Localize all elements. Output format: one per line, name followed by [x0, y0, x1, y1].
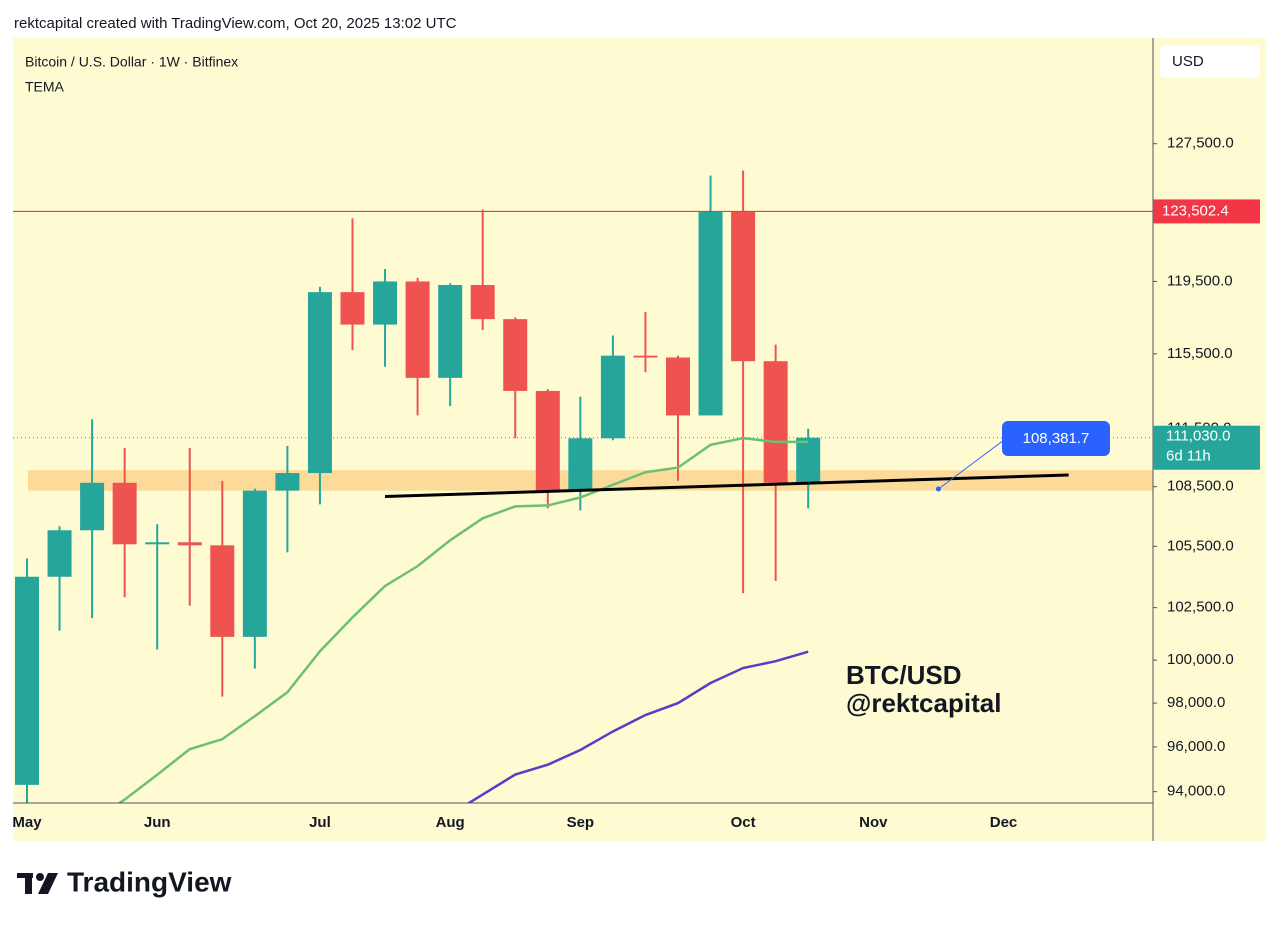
y-tick-label: 115,500.0 — [1167, 345, 1233, 362]
candle-body — [242, 490, 267, 637]
plot-area — [15, 170, 1153, 803]
callout-leader — [938, 439, 1005, 490]
y-tick-label: 94,000.0 — [1167, 783, 1225, 800]
candle-body — [600, 355, 625, 439]
candle-body — [470, 285, 495, 320]
last-price-label: 111,030.0 — [1166, 428, 1231, 445]
y-tick-label: 105,500.0 — [1167, 537, 1234, 554]
candle-body — [112, 482, 137, 545]
candle-body — [15, 576, 39, 785]
candle-body — [210, 545, 235, 637]
logo-icon — [17, 873, 58, 894]
candle-body — [503, 319, 528, 391]
candle-body — [568, 438, 593, 491]
x-tick-label: Aug — [436, 814, 465, 831]
countdown-label: 6d 11h — [1166, 448, 1211, 465]
y-tick-label: 96,000.0 — [1167, 738, 1225, 755]
header: rektcapital created with TradingView.com… — [14, 15, 457, 32]
candle-body — [80, 482, 105, 531]
logo-part — [25, 873, 32, 894]
indicator-line — [117, 436, 809, 803]
candle-body — [666, 357, 690, 416]
currency-box — [1160, 45, 1260, 78]
callout-label: 108,381.7 — [1023, 430, 1090, 447]
logo-part — [36, 873, 44, 881]
candle-body — [763, 361, 788, 483]
trendline — [385, 473, 1069, 499]
x-tick-label: Jun — [144, 814, 171, 831]
resistance-label: 123,502.4 — [1162, 202, 1229, 219]
candle-body — [307, 292, 332, 474]
x-tick-label: Oct — [731, 814, 756, 831]
candle-body — [438, 285, 463, 378]
logo-text: TradingView — [67, 866, 232, 897]
candle-body — [47, 530, 72, 577]
x-tick-label: Dec — [990, 814, 1018, 831]
y-tick-label: 98,000.0 — [1167, 694, 1225, 711]
annotation: @rektcapital — [846, 688, 1001, 718]
currency: USD — [1172, 53, 1204, 70]
candle-body — [796, 437, 821, 483]
candle-body — [633, 355, 658, 358]
chart-title: Bitcoin / U.S. Dollar · 1W · Bitfinex — [25, 54, 238, 70]
legend-entry: TEMA — [25, 79, 65, 95]
candle-body — [698, 211, 723, 416]
x-tick-label: May — [12, 814, 42, 831]
y-tick-label: 127,500.0 — [1167, 135, 1234, 152]
last-price-box — [1153, 425, 1260, 470]
y-tick-label: 102,500.0 — [1167, 599, 1234, 616]
y-tick-label: 108,500.0 — [1167, 478, 1234, 495]
candle-body — [405, 281, 430, 378]
y-tick-label: 119,500.0 — [1167, 272, 1233, 289]
candle-body — [340, 292, 365, 325]
logo-part — [38, 873, 58, 894]
x-tick-label: Jul — [309, 814, 331, 831]
y-tick-label: 100,000.0 — [1167, 651, 1234, 668]
callout-anchor — [935, 486, 941, 492]
annotation: BTC/USD — [846, 660, 962, 690]
candle-body — [373, 281, 398, 325]
candle-body — [731, 211, 756, 362]
x-tick-label: Nov — [859, 814, 888, 831]
candle-body — [177, 542, 202, 546]
callout-box — [1002, 421, 1110, 456]
resistance-label-box — [1153, 199, 1260, 224]
candle-body — [535, 390, 560, 491]
indicator-line — [466, 650, 809, 803]
candle-body — [275, 473, 300, 491]
x-tick-label: Sep — [567, 814, 595, 831]
overlay: BTC/USD@rektcapital 108,381.7 94,000.0 96,0… — [12, 38, 1260, 841]
candle-body — [145, 542, 170, 545]
